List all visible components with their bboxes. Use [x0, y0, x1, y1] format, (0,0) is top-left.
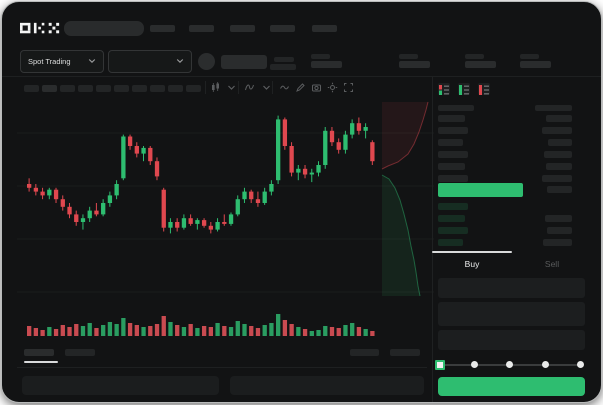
stat-4-label: [520, 54, 539, 59]
timeframe-button-3[interactable]: [60, 85, 75, 92]
settings-icon[interactable]: [327, 82, 338, 93]
slider-handle[interactable]: [435, 360, 445, 370]
ask-price-bar: [438, 151, 468, 158]
candles-icon[interactable]: [210, 82, 221, 93]
timeframe-button-10[interactable]: [186, 85, 201, 92]
stat-2-value: [399, 61, 430, 68]
ask-price-bar: [438, 139, 463, 146]
stat-2-label: [399, 54, 418, 59]
nav-item-3[interactable]: [230, 25, 255, 32]
bottom-tab-history[interactable]: [65, 349, 95, 356]
buy-tab[interactable]: Buy: [464, 259, 480, 269]
ask-price-bar: [438, 127, 468, 134]
stat-3-label: [465, 54, 484, 59]
timeframe-button-7[interactable]: [132, 85, 147, 92]
market-type-label: Spot Trading: [28, 57, 71, 66]
timeframe-button-4[interactable]: [78, 85, 93, 92]
camera-icon[interactable]: [311, 82, 322, 93]
slider-stop[interactable]: [577, 361, 584, 368]
timeframe-button-1[interactable]: [24, 85, 39, 92]
ask-size-bar: [546, 115, 572, 122]
ask-price-bar: [438, 163, 465, 170]
bottom-panel-left: [22, 376, 219, 395]
order-amount-field[interactable]: [438, 302, 585, 326]
price-change-placeholder: [274, 57, 294, 62]
bid-size-bar: [543, 239, 572, 246]
stat-3-value: [465, 61, 496, 68]
bid-size-bar: [545, 215, 572, 222]
sell-tab[interactable]: Sell: [544, 259, 560, 269]
chevron-down-icon: [176, 57, 184, 66]
ask-size-bar: [542, 127, 572, 134]
bottom-tab-orders[interactable]: [24, 349, 54, 356]
bid-price-bar: [438, 215, 465, 222]
ask-size-bar: [542, 175, 572, 182]
ask-size-bar: [548, 139, 572, 146]
slider-stop[interactable]: [470, 361, 478, 368]
stat-4-value: [520, 61, 551, 68]
market-type-dropdown[interactable]: Spot Trading: [20, 50, 104, 73]
timeframe-button-5[interactable]: [96, 85, 111, 92]
timeframe-button-8[interactable]: [150, 85, 165, 92]
ask-price-bar: [438, 115, 465, 122]
chevron-down-icon: [88, 57, 96, 66]
candlestick-chart[interactable]: [17, 100, 437, 346]
timeframe-button-6[interactable]: [114, 85, 129, 92]
ask-size-bar: [546, 163, 572, 170]
draw-icon[interactable]: [295, 82, 306, 93]
orderbook-col-size-header: [535, 105, 572, 111]
bottom-tools-right[interactable]: [390, 349, 420, 356]
orderbook-size-bar: [547, 186, 572, 193]
amount-slider[interactable]: [435, 360, 584, 370]
bottom-tools-left[interactable]: [350, 349, 379, 356]
nav-item-5[interactable]: [312, 25, 337, 32]
timeframe-button-9[interactable]: [168, 85, 183, 92]
stat-1-value: [311, 61, 342, 68]
last-price-badge[interactable]: [438, 183, 523, 197]
nav-item-4[interactable]: [270, 25, 295, 32]
orderbook-col-price-header: [438, 105, 474, 111]
indicators-icon[interactable]: [244, 82, 255, 93]
order-price-field[interactable]: [438, 278, 585, 298]
bid-price-bar: [438, 227, 468, 234]
book-bids-icon[interactable]: [458, 83, 470, 95]
chevron-down-icon[interactable]: [226, 82, 237, 93]
bid-price-bar: [438, 203, 468, 210]
bottom-panel-right: [230, 376, 424, 395]
pair-name-placeholder: [221, 55, 267, 69]
buy-tab-active-indicator: [432, 251, 512, 253]
global-search-input[interactable]: [64, 21, 144, 36]
nav-item-2[interactable]: [189, 25, 214, 32]
pair-selector-dropdown[interactable]: [108, 50, 192, 73]
bid-price-bar: [438, 239, 463, 246]
nav-item-1[interactable]: [150, 25, 175, 32]
slider-stop[interactable]: [506, 361, 513, 368]
ask-size-bar: [544, 151, 572, 158]
pair-coin-icon: [198, 53, 215, 70]
bid-size-bar: [547, 227, 572, 234]
line-style-icon[interactable]: [279, 82, 290, 93]
stat-1-label: [311, 54, 330, 59]
fullscreen-icon[interactable]: [343, 82, 354, 93]
slider-stop[interactable]: [541, 361, 549, 368]
buy-submit-button[interactable]: [438, 377, 585, 396]
timeframe-button-2[interactable]: [42, 85, 57, 92]
bottom-tab-active-indicator: [24, 361, 58, 363]
chevron-down-icon[interactable]: [261, 82, 272, 93]
okx-logo: [20, 22, 60, 35]
ask-price-bar: [438, 175, 468, 182]
price-placeholder: [270, 64, 296, 70]
book-asks-icon[interactable]: [478, 83, 490, 95]
book-combined-icon[interactable]: [438, 83, 450, 95]
order-total-field[interactable]: [438, 330, 585, 350]
